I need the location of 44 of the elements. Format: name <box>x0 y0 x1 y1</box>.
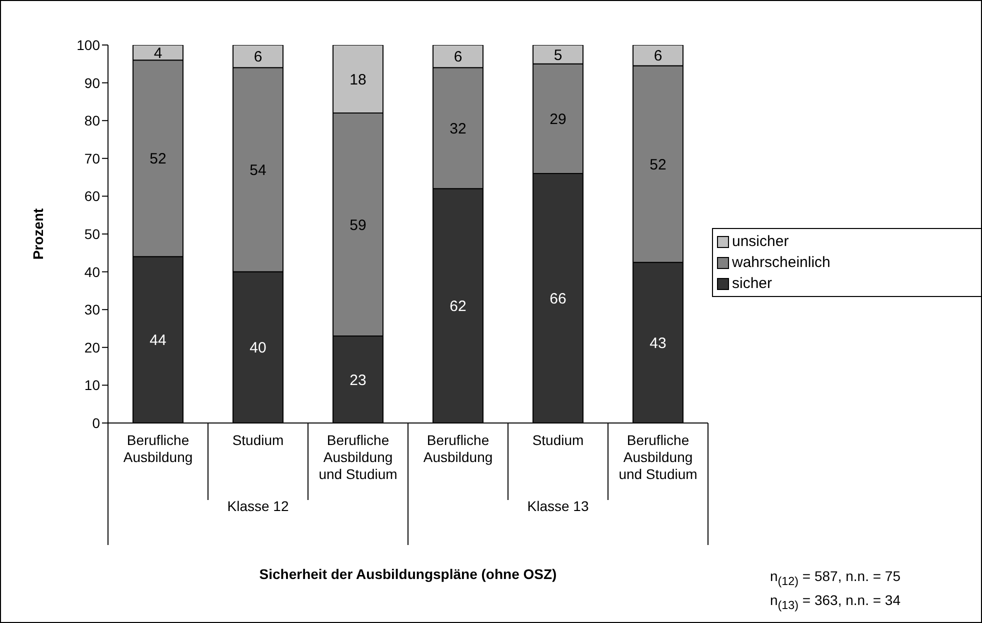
text: Sicherheit der Ausbildungspläne (ohne OSZ) <box>258 566 558 582</box>
data-label: 5 <box>554 46 562 64</box>
data-label: 66 <box>550 290 566 308</box>
data-label: 32 <box>450 120 466 138</box>
y-tick-label: 40 <box>84 264 100 280</box>
y-tick-label: 20 <box>84 339 100 356</box>
text: n$_{(12)}$ = 587, n.n. = 75 <box>770 568 901 588</box>
data-label: 52 <box>650 156 666 174</box>
text: Klasse 13 <box>526 498 590 514</box>
data-label: 54 <box>250 162 266 180</box>
legend-label: unsicher <box>732 233 789 250</box>
y-axis-title: Prozent <box>30 208 46 260</box>
y-tick-label: 60 <box>84 188 100 204</box>
data-label: 52 <box>150 150 166 168</box>
data-label: 59 <box>350 216 366 234</box>
y-tick-label: 80 <box>84 112 100 129</box>
x-tick-label: Berufliche Ausbildung <box>123 432 193 465</box>
data-label: 44 <box>150 332 166 350</box>
data-label: 18 <box>350 71 366 88</box>
y-tick-label: 10 <box>84 377 100 394</box>
text: Klasse 12 <box>226 498 290 514</box>
legend-label: wahrscheinlich <box>732 254 830 271</box>
y-tick-label: 50 <box>84 226 100 242</box>
data-label: 6 <box>454 48 462 66</box>
y-tick-label: 0 <box>92 414 100 431</box>
x-tick-label: Studium <box>532 432 584 448</box>
data-label: 40 <box>250 340 266 357</box>
data-label: 4 <box>154 44 162 62</box>
x-tick-label: Berufliche Ausbildung <box>423 432 493 465</box>
data-label: 62 <box>450 298 466 316</box>
y-tick-label: 90 <box>84 74 100 91</box>
data-label: 29 <box>550 111 566 128</box>
x-tick-label: Studium <box>232 432 284 448</box>
x-tick-label: Berufliche Ausbildung und Studium <box>318 432 398 482</box>
y-tick-label: 30 <box>84 302 100 318</box>
data-label: 6 <box>254 48 262 66</box>
y-tick-label: 70 <box>84 150 100 166</box>
y-tick-label: 100 <box>76 36 100 53</box>
text: n$_{(13)}$ = 363, n.n. = 34 <box>770 592 901 612</box>
legend-label: sicher <box>732 275 772 292</box>
data-label: 43 <box>650 335 666 352</box>
x-tick-label: Berufliche Ausbildung und Studium <box>618 432 698 482</box>
data-label: 6 <box>654 48 662 65</box>
data-label: 23 <box>350 372 366 389</box>
